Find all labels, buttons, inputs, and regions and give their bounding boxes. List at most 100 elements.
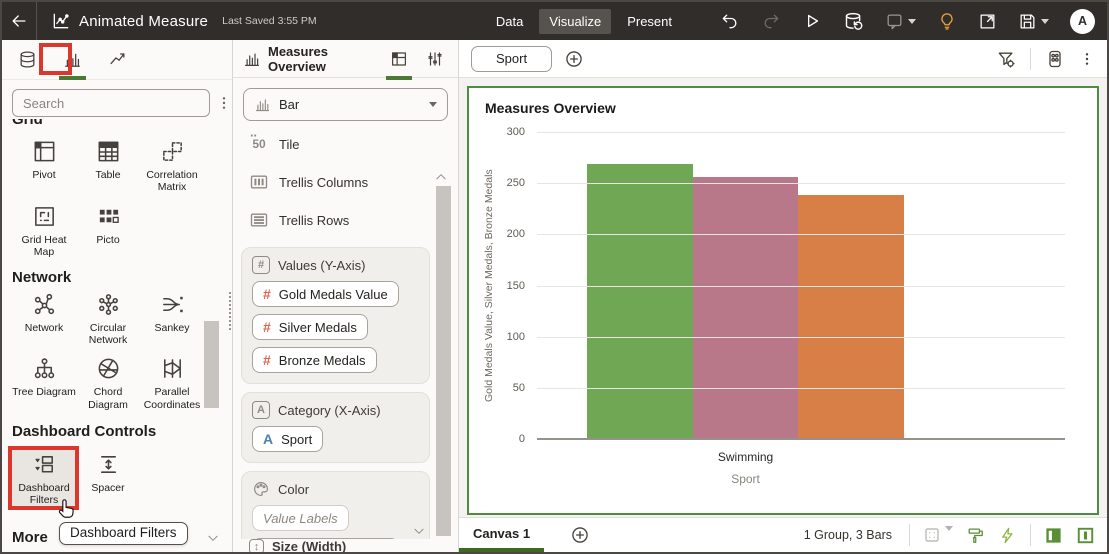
add-filter-icon[interactable]: [564, 49, 584, 69]
bar-chart-icon: [243, 50, 261, 68]
parallel-coordinates-icon: [160, 356, 185, 381]
y-tick-label: 100: [506, 330, 525, 343]
save-menu[interactable]: [1018, 12, 1049, 31]
y-ticks: 0 50 100 150 200 250 300: [499, 126, 533, 445]
divider: [36, 2, 37, 40]
y-tick-label: 200: [506, 228, 525, 241]
pill-value-labels-placeholder[interactable]: Value Labels: [252, 505, 349, 531]
insights-lightbulb-icon[interactable]: [937, 11, 957, 31]
bar-gold-medals-value[interactable]: [587, 163, 693, 439]
measure-hash-icon: #: [263, 286, 271, 302]
chevron-down-icon[interactable]: [206, 531, 220, 545]
viz-item-pivot[interactable]: Pivot: [12, 139, 76, 194]
tree-diagram-icon: [32, 356, 57, 381]
gridline: [537, 285, 1065, 287]
tab-data-icon[interactable]: [15, 45, 40, 74]
chart-status-label: 1 Group, 3 Bars: [803, 528, 892, 542]
back-button[interactable]: [2, 11, 36, 31]
viz-item-correlation-matrix[interactable]: Correlation Matrix: [140, 139, 204, 194]
table-icon: [96, 139, 121, 164]
visualizations-panel: Grid Pivot Table Correlation Matrix: [2, 40, 233, 552]
preview-play-icon[interactable]: [802, 11, 822, 31]
pill-gold-medals-value[interactable]: # Gold Medals Value: [252, 281, 399, 307]
slot-trellis-rows[interactable]: Trellis Rows: [233, 201, 458, 239]
viz-item-sankey[interactable]: Sankey: [140, 292, 204, 347]
viz-item-dashboard-filters[interactable]: Dashboard Filters: [12, 452, 76, 507]
correlation-matrix-icon: [160, 139, 185, 164]
add-canvas-icon[interactable]: [570, 525, 590, 545]
grid-heat-map-icon: [32, 204, 57, 229]
left-panel-scrollbar[interactable]: [204, 321, 219, 408]
gridline: [537, 132, 1065, 133]
bar-silver-medals[interactable]: [692, 177, 799, 439]
filter-chip-sport[interactable]: Sport: [471, 45, 553, 72]
attribute-a-icon: A: [263, 431, 274, 447]
chart-title: Measures Overview: [485, 100, 616, 116]
pivot-icon: [32, 139, 57, 164]
filter-bar: Sport: [459, 40, 1107, 78]
undo-icon[interactable]: [720, 11, 740, 31]
top-bar: Animated Measure Last Saved 3:55 PM Data…: [2, 2, 1107, 40]
chevron-up-icon[interactable]: [204, 119, 218, 123]
chevron-down-icon[interactable]: [412, 524, 426, 538]
y-tick-label: 50: [512, 381, 525, 394]
divider: [1030, 524, 1031, 546]
comments-menu[interactable]: [885, 12, 916, 31]
viz-type-select[interactable]: Bar: [243, 88, 448, 121]
caret-down-icon: [1041, 18, 1049, 24]
more-options-icon[interactable]: [1079, 50, 1095, 68]
caret-down-icon: [429, 102, 437, 107]
panel-resize-handle[interactable]: [229, 292, 231, 330]
grammar-panel-scrollbar[interactable]: [436, 186, 451, 536]
gridline: [537, 438, 1065, 440]
toggle-right-panel-icon[interactable]: [1076, 526, 1095, 545]
tab-analytics-icon[interactable]: [105, 45, 130, 74]
paint-roller-icon[interactable]: [966, 526, 985, 545]
chevron-up-icon[interactable]: [434, 170, 448, 184]
lightning-icon[interactable]: [998, 526, 1017, 545]
nav-data[interactable]: Data: [495, 13, 524, 29]
viz-item-parallel-coordinates[interactable]: Parallel Coordinates: [140, 356, 204, 411]
pill-bronze-medals[interactable]: # Bronze Medals: [252, 347, 377, 373]
workbook-logo-icon: [51, 11, 71, 31]
measure-hash-icon: #: [263, 319, 271, 335]
viz-name-label: Measures Overview: [268, 43, 328, 74]
viz-item-circular-network[interactable]: Circular Network: [76, 292, 140, 347]
viz-item-table[interactable]: Table: [76, 139, 140, 194]
filter-settings-icon[interactable]: [996, 49, 1016, 69]
toggle-left-panel-icon[interactable]: [1044, 526, 1063, 545]
bar-bronze-medals[interactable]: [798, 195, 904, 439]
pill-sport[interactable]: A Sport: [252, 426, 324, 452]
search-input[interactable]: [12, 89, 210, 117]
canvas-tab[interactable]: Canvas 1: [459, 518, 545, 552]
viz-item-grid-heat-map[interactable]: Grid Heat Map: [12, 204, 76, 259]
tab-grammar-icon[interactable]: [386, 46, 412, 80]
viz-item-tree-diagram[interactable]: Tree Diagram: [12, 356, 76, 411]
gridline: [537, 387, 1065, 389]
dashboard-controls-icon[interactable]: [1045, 49, 1065, 69]
kebab-menu-icon[interactable]: [216, 94, 232, 112]
nav-visualize[interactable]: Visualize: [539, 8, 612, 34]
bar-chart-visualization[interactable]: Measures Overview Gold Medals Value, Sil…: [467, 86, 1099, 515]
tab-properties-icon[interactable]: [422, 46, 448, 72]
divider: [909, 524, 910, 546]
viz-item-network[interactable]: Network: [12, 292, 76, 347]
slot-tile[interactable]: 50 Tile: [233, 125, 458, 163]
pill-silver-medals[interactable]: # Silver Medals: [252, 314, 368, 340]
y-tick-label: 150: [506, 279, 525, 292]
nav-present[interactable]: Present: [627, 13, 672, 29]
user-avatar[interactable]: A: [1070, 8, 1095, 34]
trellis-rows-icon: [249, 210, 269, 230]
canvas-layout-menu: [923, 526, 953, 544]
viz-item-chord-diagram[interactable]: Chord Diagram: [76, 356, 140, 411]
refresh-data-icon[interactable]: [843, 11, 864, 32]
viz-item-picto[interactable]: Picto: [76, 204, 140, 259]
section-header-network: Network: [12, 268, 72, 286]
viz-item-spacer[interactable]: Spacer: [76, 452, 140, 507]
chord-diagram-icon: [96, 356, 121, 381]
y-tick-label: 0: [518, 433, 525, 445]
slot-trellis-columns[interactable]: Trellis Columns: [233, 163, 458, 201]
tile-50-icon: 50: [249, 128, 269, 151]
open-in-window-icon[interactable]: [978, 12, 997, 31]
